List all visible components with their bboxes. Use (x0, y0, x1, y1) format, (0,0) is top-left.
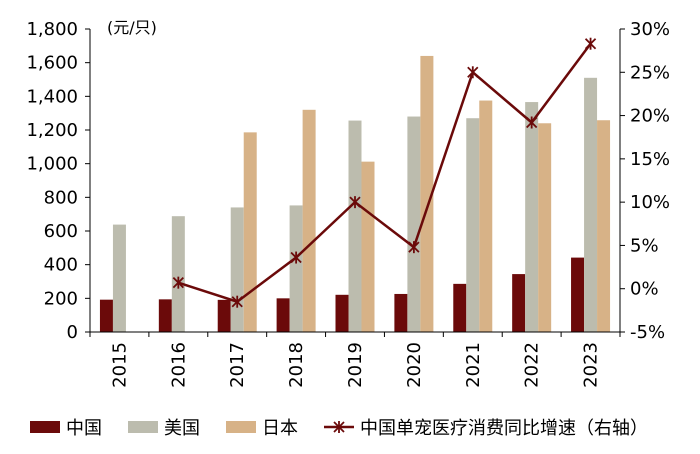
bars-layer (99, 55, 611, 333)
y-left-tick-label: 1,200 (26, 120, 78, 141)
y-right-tick-label: 30% (630, 19, 670, 40)
bar-中国-2018 (276, 298, 290, 332)
growth-point-2020 (408, 241, 420, 254)
bar-中国-2019 (335, 294, 349, 332)
bar-日本-2021 (479, 100, 493, 333)
bar-美国-2015 (112, 224, 126, 332)
y-left-tick-label: 1,800 (26, 19, 78, 40)
bar-日本-2022 (538, 123, 552, 333)
legend-label: 美国 (164, 418, 200, 439)
y-right-tick-label: 10% (630, 192, 670, 213)
x-category-label: 2022 (522, 342, 543, 388)
y-right-tick-label: 25% (630, 62, 670, 83)
x-category-label: 2020 (404, 342, 425, 388)
legend-label: 日本 (262, 418, 298, 439)
x-category-label: 2017 (227, 342, 248, 388)
y-left-tick-label: 400 (44, 255, 78, 276)
y-right-tick-label: 20% (630, 106, 670, 127)
growth-line (177, 42, 592, 304)
y-left-tick-label: 600 (44, 221, 78, 242)
bar-中国-2022 (512, 274, 526, 332)
x-category-label: 2018 (286, 342, 307, 388)
y-right-tick-label: -5% (630, 322, 665, 343)
growth-point-2017 (231, 295, 243, 308)
legend-item: 中国 (30, 418, 102, 439)
bar-中国-2020 (394, 293, 408, 332)
unit-label: (元/只) (107, 18, 157, 37)
legend-swatch (226, 421, 256, 433)
bar-美国-2023 (584, 77, 598, 332)
y-left-tick-label: 800 (44, 187, 78, 208)
legend-item: 中国单宠医疗消费同比增速（右轴） (324, 418, 648, 439)
bar-中国-2015 (99, 299, 113, 332)
growth-point-2016 (172, 276, 184, 289)
y-left-tick-label: 1,600 (26, 53, 78, 74)
legend-label: 中国单宠医疗消费同比增速（右轴） (360, 418, 648, 439)
axes-layer: 0 200 400 600 800 1,000 1,200 1,400 1,600 1,800 -5… (26, 19, 670, 388)
growth-point-2019 (349, 196, 361, 209)
x-category-label: 2015 (109, 342, 130, 388)
growth-point-2018 (290, 251, 302, 264)
legend-swatch (30, 421, 60, 433)
y-left-tick-label: 1,400 (26, 86, 78, 107)
x-category-label: 2023 (581, 342, 602, 388)
y-left-tick-label: 200 (44, 288, 78, 309)
y-right-tick-label: 0% (630, 279, 659, 300)
x-category-label: 2016 (168, 342, 189, 388)
y-left-tick-label: 1,000 (26, 154, 78, 175)
legend: 中国 美国 日本 中国单宠医疗消费同比增速（右轴） (30, 418, 648, 439)
bar-美国-2020 (407, 116, 421, 333)
growth-point-2022 (526, 116, 538, 129)
y-right-tick-label: 5% (630, 235, 659, 256)
bar-美国-2019 (348, 120, 362, 332)
y-right-tick-label: 15% (630, 149, 670, 170)
bar-美国-2022 (525, 102, 539, 332)
bar-日本-2017 (243, 132, 257, 332)
legend-marker (333, 421, 345, 433)
bar-日本-2019 (361, 161, 375, 332)
legend-item: 美国 (128, 418, 200, 439)
bar-中国-2016 (158, 299, 172, 332)
bar-美国-2018 (289, 205, 303, 332)
bar-美国-2021 (466, 118, 480, 332)
x-category-label: 2019 (345, 342, 366, 388)
bar-美国-2016 (171, 216, 185, 332)
y-left-tick-label: 0 (67, 322, 78, 343)
bar-日本-2023 (597, 120, 611, 332)
legend-item: 日本 (226, 418, 298, 439)
bar-日本-2018 (302, 109, 316, 332)
growth-point-2021 (467, 66, 479, 79)
legend-label: 中国 (66, 418, 102, 439)
bar-中国-2023 (571, 257, 585, 332)
x-category-label: 2021 (463, 342, 484, 388)
bar-日本-2020 (420, 55, 434, 332)
growth-point-2023 (584, 37, 597, 50)
bar-美国-2017 (230, 207, 244, 332)
bar-中国-2021 (453, 283, 467, 332)
line-layer (172, 37, 597, 308)
legend-swatch (128, 421, 158, 433)
bar-中国-2017 (217, 299, 231, 332)
